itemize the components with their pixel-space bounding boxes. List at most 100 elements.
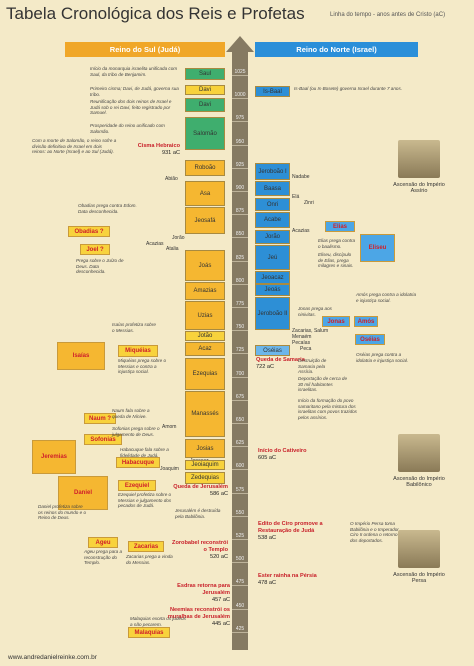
year-tick: 600 [235, 463, 245, 470]
king-label: Zinri [304, 200, 314, 206]
king-box: Josias [185, 439, 225, 458]
note: Ageu prega para a reconstrução do Templo… [84, 549, 123, 565]
prophet-box: Amós [354, 316, 378, 327]
king-box: Davi [185, 98, 225, 112]
tick-line [232, 631, 248, 633]
event-label: Início do Cativeiro [258, 448, 307, 454]
event-year: 722 aC [256, 363, 275, 370]
subtitle: Linha do tempo - anos antes de Cristo (a… [330, 12, 446, 18]
tick-line [232, 469, 248, 470]
note: Naum fala sobre a queda de Nínive. [112, 408, 150, 419]
king-box: Uzias [185, 301, 225, 330]
event-year: 445 aC [211, 620, 230, 627]
king-box: Amazias [185, 282, 225, 300]
king-box: Oséias [255, 345, 290, 356]
tick-line [232, 562, 248, 563]
king-box: Zedequias [185, 472, 225, 484]
year-tick: 675 [235, 393, 245, 400]
empire-image [398, 140, 440, 178]
event-year: 605 aC [258, 454, 277, 461]
prophet-box: Habacuque [116, 457, 160, 468]
year-tick: 425 [235, 625, 245, 632]
note: Reunificação dos dois reinos de Israel e… [90, 99, 172, 115]
year-tick: 800 [235, 277, 245, 284]
note: Oséias prega contra a idolatria e injust… [356, 352, 409, 363]
event: Queda de Jerusalém 586 aC [168, 484, 228, 498]
king-box: Asa [185, 181, 225, 206]
note: Habacuque fala sobre a fidelidade de Jud… [120, 447, 169, 458]
king-label: Joaquim [160, 466, 179, 472]
king-label: Acazias [146, 241, 164, 247]
note: Primeiro cisma; Davi, de Judá, governa s… [90, 86, 179, 97]
king-label: Abião [165, 176, 178, 182]
empire-label: Ascensão do Império Persa [393, 572, 445, 584]
event: Neemias reconstrói os muralhas de Jerusa… [150, 607, 230, 628]
tick-line [232, 144, 248, 146]
prophet-box: Eliseu [360, 234, 395, 262]
tick-line [232, 167, 248, 169]
event: Início do Cativeiro 605 aC [258, 448, 328, 462]
note: Jonas prega aos ninivitas. [298, 306, 332, 317]
king-box: Jeroboão I [255, 163, 290, 180]
year-tick: 1025 [234, 69, 246, 75]
year-tick: 775 [235, 301, 245, 307]
tick-line [232, 237, 248, 238]
tick-line [232, 98, 248, 99]
king-label: Menaém [292, 334, 312, 340]
prophet-box: Jeremias [32, 440, 76, 474]
tick-line [232, 191, 248, 192]
note: Com a morte de Salomão, o reino sofre a … [32, 138, 117, 154]
king-label: Peca [300, 346, 312, 352]
event: Edito de Ciro promove a Restauração de J… [258, 521, 340, 542]
south-header: Reino do Sul (Judá) [65, 42, 225, 57]
event-year: 538 aC [258, 534, 277, 541]
tick-line [232, 353, 248, 354]
note: Obadias prega contra Edom. Data desconhe… [78, 203, 137, 214]
year-tick: 925 [235, 161, 245, 168]
event-year: 457 aC [211, 596, 230, 603]
note: Amós prega contra a idolatria e injustiç… [356, 292, 417, 303]
tick-line [232, 515, 248, 517]
note: Eliseu, discípulo de Elias, prega milagr… [318, 252, 354, 268]
king-label: Atalia [166, 246, 179, 252]
note: Ezequiel profetiza sobre o Messias e jul… [118, 492, 172, 508]
event-label: Neemias reconstrói os muralhas de Jerusa… [167, 607, 230, 620]
note: O Império Persa toma Babilônia e o Imper… [350, 521, 399, 543]
note: Início da formação do povo samaritano pe… [298, 398, 357, 420]
note: Malaquias exorta os judeus a não pecarem… [130, 616, 186, 627]
king-box: Jeoás [255, 284, 290, 296]
king-label: Pecaías [292, 340, 311, 346]
king-box: Baasa [255, 181, 290, 196]
note: Prosperidade do reino unificado com Salo… [90, 123, 165, 134]
king-box: Jotão [185, 331, 225, 341]
tick-line [232, 307, 248, 308]
event-year: 478 aC [258, 579, 277, 586]
tick-line [232, 539, 248, 540]
event: Zorobabel reconstrói o Templo 520 aC [168, 540, 228, 561]
year-tick: 900 [235, 185, 245, 191]
tick-line [232, 608, 248, 610]
year-tick: 550 [235, 509, 245, 516]
event: Cisma Hebraico 931 aC [118, 143, 180, 157]
year-tick: 650 [235, 417, 245, 423]
prophet-box: Sofonias [84, 434, 122, 445]
note: Is-Baal (ou Is-Bosete) governa Israel du… [294, 86, 403, 91]
empire-label: Ascensão do Império Assírio [393, 182, 445, 194]
event: Esdras retorna para Jerusalém 457 aC [150, 583, 230, 604]
event-year: 586 aC [209, 490, 228, 497]
note: Miquéias prega sobre o Messias e contra … [118, 358, 167, 374]
king-box: Joás [185, 250, 225, 281]
king-box: Salomão [185, 117, 225, 150]
prophet-box: Oséias [355, 334, 385, 345]
year-tick: 500 [235, 556, 245, 563]
tick-line [232, 330, 248, 331]
king-box: Manassés [185, 391, 225, 437]
note: Daniel profetiza sobre os reinos do mund… [38, 504, 87, 520]
king-label: Elá [292, 194, 300, 200]
year-tick: 975 [235, 115, 245, 122]
note: Destruição de Samaria pela Assíria. [298, 358, 327, 374]
king-box: Jeoiaquim [185, 460, 225, 470]
king-label: Jorão [172, 235, 185, 241]
event-label: Queda de Samaria [256, 357, 305, 363]
